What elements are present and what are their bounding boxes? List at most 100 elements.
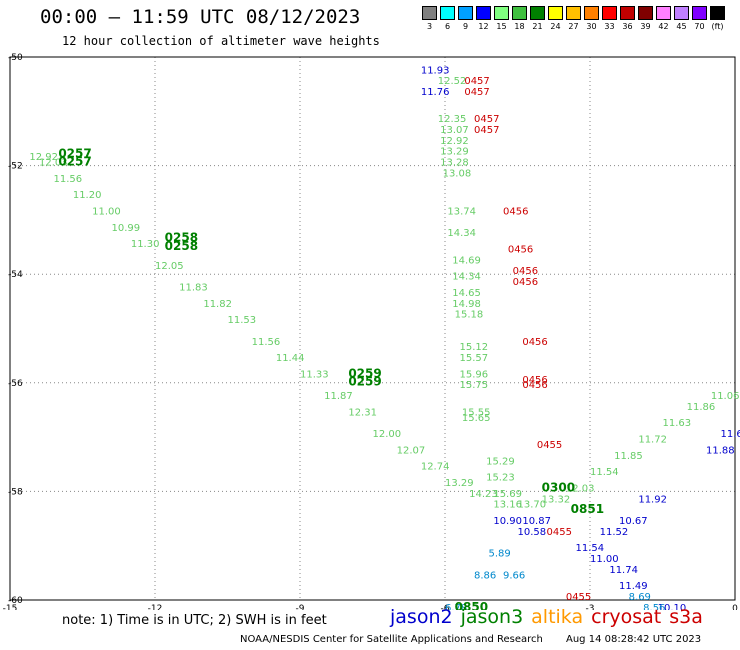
data-point-label: 10.87 xyxy=(522,516,551,527)
data-point-label: 10.67 xyxy=(619,516,648,527)
chart-subtitle: 12 hour collection of altimeter wave hei… xyxy=(62,34,380,48)
colorbar-label: 21 xyxy=(532,22,543,31)
y-tick-label: -60 xyxy=(8,596,23,606)
data-point-label: 11.63 xyxy=(663,418,692,429)
data-point-label: 11.54 xyxy=(576,543,605,554)
y-tick-label: -56 xyxy=(8,379,23,389)
legend-item: altika xyxy=(531,606,584,628)
data-point-label: 15.96 xyxy=(460,369,489,380)
data-point-label: 10.10 xyxy=(658,603,687,610)
data-point-label: 14.65 xyxy=(452,288,481,299)
colorbar-swatch xyxy=(530,6,545,20)
colorbar-label: 6 xyxy=(444,22,451,31)
data-point-label: 11.92 xyxy=(638,494,667,505)
data-point-label: 8.86 xyxy=(474,570,496,581)
data-point-label: 14.34 xyxy=(447,228,476,239)
colorbar-label: 42 xyxy=(658,22,669,31)
data-point-label: 14.98 xyxy=(452,299,481,310)
data-point-label: 11.52 xyxy=(600,527,629,538)
data-point-label: 8.69 xyxy=(629,592,651,603)
data-point-label: 0456 xyxy=(513,266,538,277)
data-point-label: 6.78 xyxy=(445,603,467,610)
note-text: note: 1) Time is in UTC; 2) SWH is in fe… xyxy=(62,613,327,628)
colorbar-label: 12 xyxy=(478,22,489,31)
data-point-label: 0456 xyxy=(508,244,533,255)
legend-item: jason2 xyxy=(390,606,453,628)
data-point-label: 15.18 xyxy=(455,310,484,321)
data-point-label: 11.00 xyxy=(92,206,121,217)
data-point-label: 0456 xyxy=(503,206,528,217)
pass-time-label: 0257 xyxy=(58,146,91,160)
data-point-label: 0456 xyxy=(522,337,547,348)
data-point-label: 12.92 xyxy=(29,152,58,163)
data-point-label: 12.03 xyxy=(39,158,68,169)
pass-time-label: 0850 xyxy=(455,600,488,610)
data-point-label: 0457 xyxy=(474,125,499,136)
colorbar-swatch xyxy=(494,6,509,20)
pass-time-label: 0259 xyxy=(348,366,381,380)
colorbar-label: 15 xyxy=(496,22,507,31)
footer-credit: NOAA/NESDIS Center for Satellite Applica… xyxy=(240,634,543,645)
data-point-label: 15.69 xyxy=(493,489,522,500)
data-point-label: 11.06 xyxy=(711,391,740,402)
data-point-label: 0457 xyxy=(464,87,489,98)
colorbar-label: 24 xyxy=(550,22,561,31)
colorbar-label: 3 xyxy=(426,22,433,31)
data-point-label: 15.55 xyxy=(462,407,491,418)
data-point-label: 15.65 xyxy=(462,413,491,424)
colorbar-label: 70 xyxy=(694,22,705,31)
colorbar-swatch xyxy=(440,6,455,20)
data-point-label: 13.08 xyxy=(443,168,472,179)
data-point-label: 14.69 xyxy=(452,255,481,266)
data-point-label: 0455 xyxy=(547,527,572,538)
data-point-label: 0455 xyxy=(537,440,562,451)
legend-item: jason3 xyxy=(460,606,524,628)
x-tick-label: -3 xyxy=(586,604,595,610)
data-point-label: 0456 xyxy=(522,380,547,391)
data-point-label: 11.76 xyxy=(421,87,450,98)
data-point-label: 15.29 xyxy=(486,456,515,467)
colorbar-swatch xyxy=(674,6,689,20)
y-tick-label: -50 xyxy=(8,53,23,63)
colorbar-swatch xyxy=(548,6,563,20)
colorbar-swatch xyxy=(512,6,527,20)
data-point-label: 9.66 xyxy=(503,570,525,581)
x-tick-label: -9 xyxy=(296,604,305,610)
data-point-label: 13.70 xyxy=(518,500,547,511)
data-point-label: 11.72 xyxy=(638,435,667,446)
data-point-label: 11.49 xyxy=(619,581,648,592)
data-point-label: 11.53 xyxy=(228,315,257,326)
x-tick-label: 0 xyxy=(732,604,738,610)
colorbar-swatch xyxy=(458,6,473,20)
plot-frame xyxy=(9,56,736,601)
colorbar-swatch xyxy=(476,6,491,20)
data-point-label: 12.05 xyxy=(155,261,184,272)
data-point-label: 11.20 xyxy=(73,190,102,201)
data-point-label: 11.93 xyxy=(421,65,450,76)
legend-item: cryosat xyxy=(591,606,662,628)
data-point-label: 13.32 xyxy=(542,494,571,505)
colorbar-label: 27 xyxy=(568,22,579,31)
data-point-label: 13.29 xyxy=(445,478,474,489)
data-point-label: 0456 xyxy=(513,277,538,288)
data-point-label: 0455 xyxy=(566,592,591,603)
data-point-label: 14.34 xyxy=(452,272,481,283)
colorbar-label: 30 xyxy=(586,22,597,31)
data-point-label: 15.57 xyxy=(460,353,489,364)
pass-time-label: 0300 xyxy=(542,480,575,494)
pass-time-label: 0258 xyxy=(165,231,198,245)
pass-time-label: 0257 xyxy=(58,155,91,169)
data-point-label: 0457 xyxy=(474,114,499,125)
data-point-label: 0456 xyxy=(522,375,547,386)
colorbar-swatch xyxy=(422,6,437,20)
data-point-label: 15.12 xyxy=(460,342,489,353)
footer-timestamp: Aug 14 08:28:42 UTC 2023 xyxy=(566,634,702,645)
colorbar-label: 39 xyxy=(640,22,651,31)
data-point-label: 11.87 xyxy=(324,391,353,402)
data-point-label: 8.56 xyxy=(643,603,665,610)
data-point-label: 11.82 xyxy=(203,299,232,310)
colorbar-label: 33 xyxy=(604,22,615,31)
pass-time-label: 0258 xyxy=(165,239,198,253)
x-tick-label: -12 xyxy=(148,604,163,610)
data-point-label: 12.00 xyxy=(373,429,402,440)
